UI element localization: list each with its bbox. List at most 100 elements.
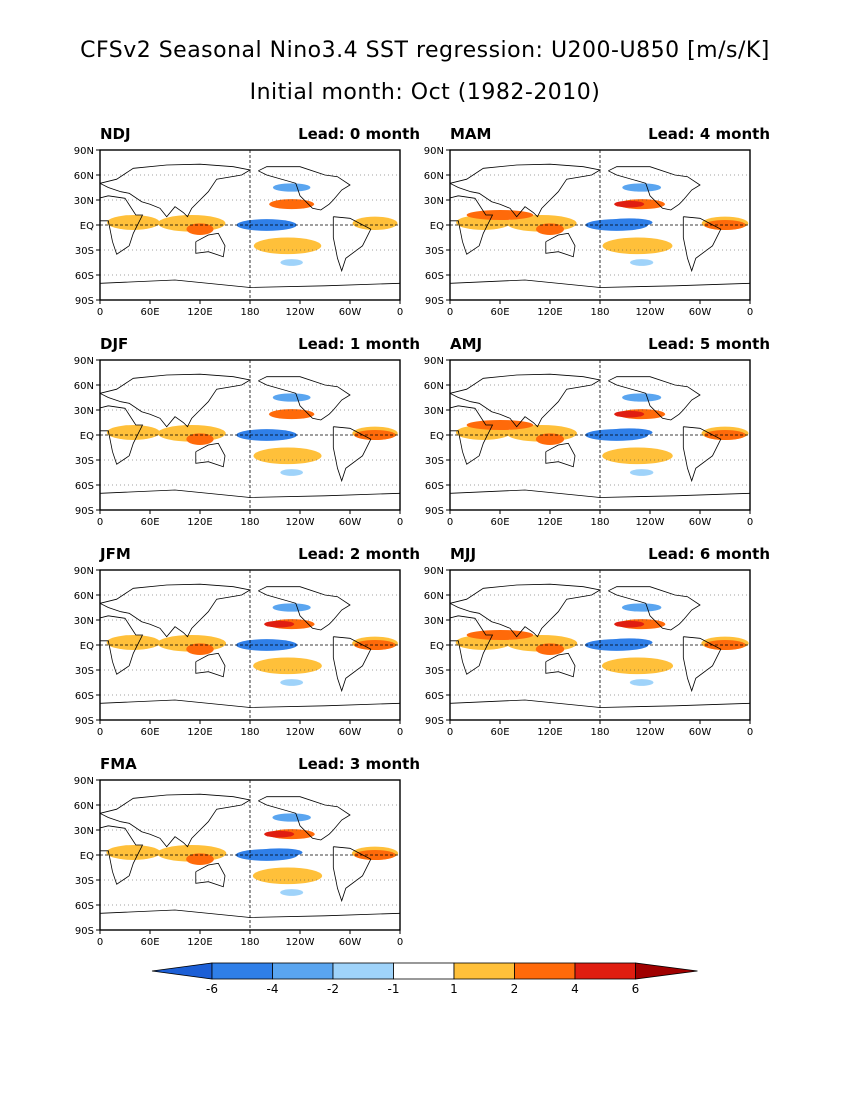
lat-label: 90S (75, 296, 94, 307)
coastline (608, 166, 701, 211)
anomaly-contour (106, 425, 160, 440)
lon-label: 180 (240, 937, 259, 948)
anomaly-contour (272, 813, 311, 822)
colorbar-label: -4 (267, 982, 279, 996)
lat-label: 30N (74, 196, 94, 207)
anomaly-contour (280, 259, 303, 266)
coastline (258, 796, 351, 841)
lon-label: 120W (636, 517, 665, 528)
lon-label: 0 (97, 727, 103, 738)
coastline (682, 216, 722, 273)
lat-label: 30N (424, 616, 444, 627)
lon-label: 120W (286, 727, 315, 738)
lat-label: 90S (425, 296, 444, 307)
lat-label: 90N (424, 146, 444, 157)
colorbar-segment (211, 962, 273, 980)
lon-label: 120E (187, 727, 212, 738)
lon-label: 0 (97, 307, 103, 318)
lat-label: 90S (75, 506, 94, 517)
shaded-field (450, 570, 750, 720)
anomaly-contour (605, 638, 653, 647)
lat-label: 60N (74, 381, 94, 392)
lon-label: 120E (187, 517, 212, 528)
colorbar-label: -1 (388, 982, 400, 996)
anomaly-contour (621, 603, 662, 612)
lat-label: 60S (425, 271, 444, 282)
panel-season: MJJ (450, 545, 477, 563)
coastline (545, 652, 576, 678)
coastline (608, 376, 701, 421)
anomaly-contour (272, 603, 311, 612)
shaded-field (450, 360, 750, 510)
colorbar-label: 6 (632, 982, 640, 996)
anomaly-contour (252, 867, 323, 885)
coastline (332, 426, 372, 483)
anomaly-contour (704, 220, 746, 230)
anomaly-contour (614, 200, 645, 208)
anomaly-contour (272, 393, 311, 402)
lon-label: 120E (537, 307, 562, 318)
lat-label: EQ (430, 641, 444, 652)
lat-label: 30N (74, 616, 94, 627)
panel-lead: Lead: 2 month (298, 545, 420, 563)
lon-label: 60E (140, 937, 159, 948)
anomaly-contour (253, 237, 322, 255)
lon-label: 60E (490, 307, 509, 318)
lat-label: 90N (424, 356, 444, 367)
coastline (100, 825, 144, 885)
coastline (682, 426, 722, 483)
panel-lead: Lead: 0 month (298, 125, 420, 143)
lat-label: 60N (74, 171, 94, 182)
anomaly-contour (602, 447, 673, 465)
shaded-field (100, 780, 400, 930)
coastline (100, 793, 252, 848)
lon-label: 120W (636, 727, 665, 738)
colorbar-segment (514, 962, 576, 980)
lon-label: 60E (490, 727, 509, 738)
lon-label: 120W (636, 307, 665, 318)
panel-lead: Lead: 3 month (298, 755, 420, 773)
lat-label: 30S (75, 876, 94, 887)
panel-lead: Lead: 6 month (648, 545, 770, 563)
lon-label: 0 (747, 727, 753, 738)
lat-label: 30S (75, 456, 94, 467)
lon-label: 180 (590, 307, 609, 318)
lon-label: 60E (140, 307, 159, 318)
coastline (258, 166, 351, 211)
anomaly-contour (280, 889, 304, 896)
anomaly-contour (186, 853, 214, 865)
coastline (450, 163, 602, 218)
coastline (195, 442, 226, 468)
lat-label: 90S (425, 716, 444, 727)
anomaly-contour (272, 183, 311, 192)
lon-label: 180 (590, 517, 609, 528)
coastline (100, 373, 252, 428)
colorbar-label: -6 (206, 982, 218, 996)
lat-label: 60S (425, 481, 444, 492)
coastline (332, 216, 372, 273)
anomaly-contour (536, 223, 564, 235)
coastline (682, 636, 722, 693)
coastline (450, 373, 602, 428)
lat-label: EQ (80, 851, 94, 862)
coastline (332, 846, 372, 903)
anomaly-contour (466, 630, 534, 640)
panel-jfm: JFM Lead: 2 month 90N 60N 30N EQ 30S 60S 90S 0 6… (60, 545, 420, 745)
anomaly-contour (268, 409, 315, 420)
lon-label: 0 (747, 517, 753, 528)
colorbar-segment (574, 962, 636, 980)
lon-label: 0 (397, 937, 403, 948)
lon-label: 180 (240, 517, 259, 528)
lon-label: 60W (339, 937, 362, 948)
anomaly-contour (614, 620, 645, 628)
panel-season: JFM (100, 545, 131, 563)
panel-season: MAM (450, 125, 492, 143)
lat-label: 30S (75, 246, 94, 257)
lat-label: EQ (80, 221, 94, 232)
anomaly-contour (704, 430, 746, 440)
colorbar-segment (332, 962, 394, 980)
lon-label: 60W (689, 517, 712, 528)
lat-label: 30S (425, 246, 444, 257)
anomaly-contour (186, 643, 214, 655)
